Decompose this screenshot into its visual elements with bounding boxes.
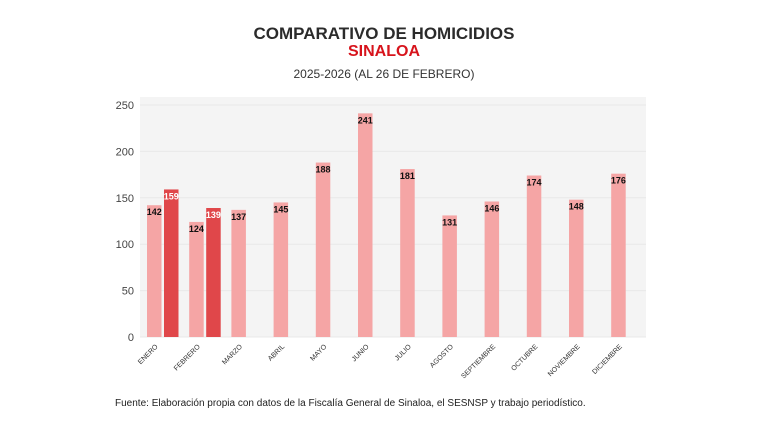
- y-tick-label: 100: [116, 239, 134, 251]
- chart-period: 2025-2026 (AL 26 DE FEBRERO): [293, 67, 475, 81]
- x-tick-label: MARZO: [221, 343, 244, 366]
- bar: [358, 113, 373, 338]
- y-tick-label: 200: [116, 146, 134, 158]
- data-label: 159: [164, 191, 179, 201]
- y-tick-label: 250: [116, 100, 134, 112]
- data-label: 131: [442, 217, 457, 227]
- bar: [315, 162, 331, 337]
- data-label: 181: [400, 171, 415, 181]
- x-tick-label: MAYO: [309, 343, 329, 363]
- bar: [526, 175, 542, 337]
- x-tick-label: FEBRERO: [173, 343, 202, 372]
- x-tick-label: AGOSTO: [429, 343, 455, 369]
- data-label: 148: [569, 202, 584, 212]
- bar: [189, 221, 204, 337]
- data-label: 146: [484, 204, 499, 214]
- x-tick-label: JUNIO: [351, 343, 371, 363]
- bar: [231, 209, 246, 337]
- bar: [164, 189, 179, 337]
- chart-title: COMPARATIVO DE HOMICIDIOS: [253, 24, 515, 43]
- plot-area: [140, 97, 646, 337]
- y-tick-label: 150: [116, 193, 134, 205]
- bar: [611, 173, 626, 337]
- bar: [442, 215, 457, 337]
- y-tick-label: 0: [128, 332, 134, 344]
- x-tick-label: DICIEMBRE: [591, 343, 624, 376]
- chart-subtitle: SINALOA: [348, 43, 420, 60]
- bar: [484, 201, 500, 337]
- data-label: 124: [189, 224, 204, 234]
- x-tick-label: NOVIEMBRE: [547, 343, 582, 378]
- bar: [569, 199, 584, 337]
- data-label: 145: [273, 204, 288, 214]
- x-tick-label: OCTUBRE: [510, 343, 539, 372]
- y-tick-label: 50: [122, 286, 134, 298]
- data-label: 188: [316, 165, 331, 175]
- data-label: 176: [611, 176, 626, 186]
- bar: [273, 202, 289, 337]
- bar: [147, 205, 162, 337]
- data-label: 241: [358, 115, 373, 125]
- data-label: 137: [231, 212, 246, 222]
- source-note: Fuente: Elaboración propia con datos de …: [115, 398, 586, 409]
- bar: [206, 208, 221, 337]
- data-label: 174: [527, 178, 542, 188]
- x-tick-label: JULIO: [394, 343, 413, 362]
- data-label: 142: [147, 207, 162, 217]
- data-label: 139: [206, 210, 221, 220]
- x-tick-label: SEPTIEMBRE: [460, 343, 497, 380]
- x-tick-label: ABRIL: [267, 343, 286, 362]
- x-tick-label: ENERO: [137, 343, 160, 366]
- bar: [400, 169, 415, 337]
